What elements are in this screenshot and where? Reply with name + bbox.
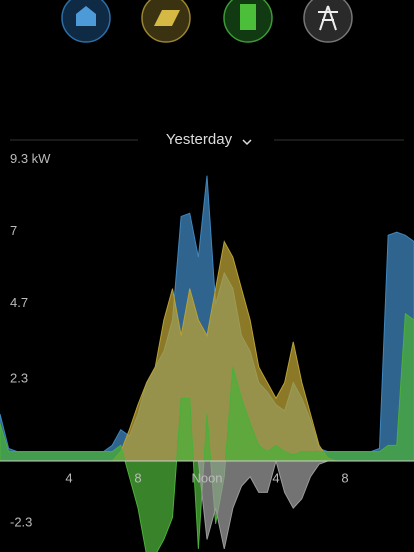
y-tick-label: 9.3 kW	[10, 151, 51, 166]
icon-row	[61, 0, 353, 43]
grid-glyph	[318, 5, 338, 31]
plot: -2.3 2.3 4.7 7 9.3 kW 4 8 Noon 4 8	[0, 151, 414, 552]
home-glyph	[76, 6, 96, 26]
x-tick-label: 4	[272, 470, 279, 485]
x-tick-label: 8	[341, 470, 348, 485]
powerwall-glyph	[240, 4, 256, 30]
x-tick-label: 4	[65, 470, 72, 485]
solar-glyph	[154, 10, 180, 26]
period-selector[interactable]: Yesterday	[166, 131, 233, 148]
x-tick-label: Noon	[191, 470, 222, 485]
y-tick-label: 4.7	[10, 295, 28, 310]
chevron	[242, 139, 252, 146]
y-tick-label: -2.3	[10, 515, 32, 530]
y-tick-label: 7	[10, 223, 17, 238]
x-tick-label: 8	[134, 470, 141, 485]
y-tick-label: 2.3	[10, 370, 28, 385]
